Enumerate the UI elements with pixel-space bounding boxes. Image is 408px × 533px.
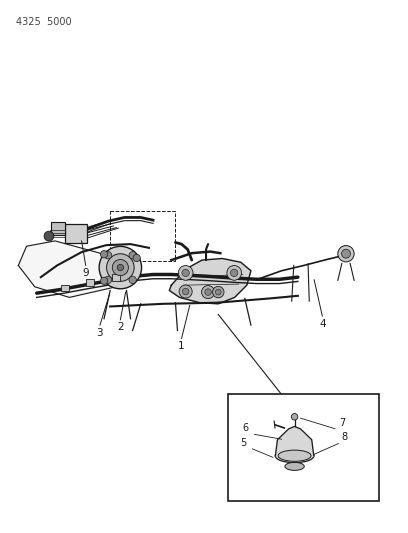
Bar bbox=[110, 211, 175, 261]
Polygon shape bbox=[18, 241, 122, 297]
Circle shape bbox=[106, 254, 134, 281]
Text: 4325  5000: 4325 5000 bbox=[16, 17, 72, 27]
Ellipse shape bbox=[285, 462, 304, 471]
Text: 6: 6 bbox=[242, 423, 249, 433]
Circle shape bbox=[99, 246, 142, 289]
Text: 8: 8 bbox=[341, 432, 348, 442]
Text: 2: 2 bbox=[117, 322, 124, 333]
Circle shape bbox=[227, 265, 242, 280]
Circle shape bbox=[231, 269, 238, 277]
Bar bbox=[61, 285, 69, 291]
Text: 7: 7 bbox=[339, 418, 345, 429]
Circle shape bbox=[338, 246, 354, 262]
Ellipse shape bbox=[278, 450, 311, 461]
Circle shape bbox=[100, 277, 108, 285]
Text: 1: 1 bbox=[178, 341, 185, 351]
Circle shape bbox=[104, 276, 112, 284]
Circle shape bbox=[100, 251, 108, 258]
Circle shape bbox=[129, 252, 136, 259]
Text: 9: 9 bbox=[82, 268, 89, 278]
Bar bbox=[51, 222, 64, 235]
Circle shape bbox=[129, 276, 136, 284]
Polygon shape bbox=[169, 259, 251, 304]
Circle shape bbox=[104, 252, 112, 259]
Text: 4: 4 bbox=[319, 319, 326, 329]
Circle shape bbox=[215, 289, 221, 295]
Circle shape bbox=[117, 264, 124, 271]
Circle shape bbox=[179, 285, 192, 298]
Circle shape bbox=[182, 269, 189, 277]
Circle shape bbox=[291, 414, 298, 420]
Circle shape bbox=[178, 265, 193, 280]
Circle shape bbox=[133, 254, 140, 262]
Circle shape bbox=[205, 289, 211, 295]
Circle shape bbox=[182, 288, 189, 295]
Bar bbox=[86, 279, 94, 286]
Circle shape bbox=[202, 286, 215, 298]
Bar bbox=[64, 224, 87, 243]
Circle shape bbox=[112, 260, 129, 276]
Circle shape bbox=[341, 249, 350, 258]
Circle shape bbox=[213, 286, 224, 298]
Text: 5: 5 bbox=[240, 438, 246, 448]
Bar bbox=[112, 274, 120, 281]
Circle shape bbox=[44, 231, 54, 241]
Bar bbox=[228, 394, 379, 501]
Polygon shape bbox=[275, 426, 314, 456]
Ellipse shape bbox=[275, 449, 314, 463]
Text: 3: 3 bbox=[97, 328, 103, 338]
